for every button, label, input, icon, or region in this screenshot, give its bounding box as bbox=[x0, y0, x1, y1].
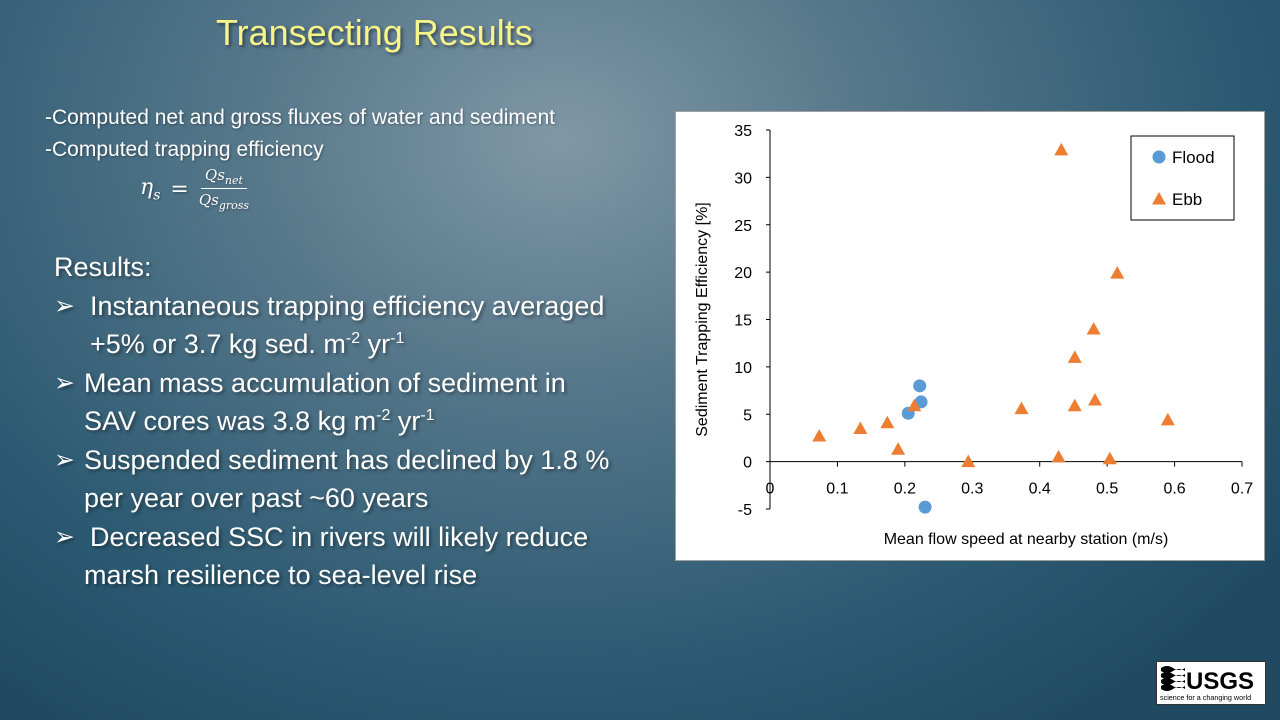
ebb-point bbox=[1014, 401, 1029, 415]
ebb-point bbox=[891, 442, 906, 455]
usgs-logo-mark: USGS science for a changing world bbox=[1160, 666, 1254, 702]
flood-point bbox=[913, 379, 927, 393]
result-item: ➢ Mean mass accumulation of sediment in … bbox=[54, 364, 609, 441]
x-tick-label: 0.7 bbox=[1231, 481, 1253, 498]
slide-title: Transecting Results bbox=[216, 12, 533, 53]
ebb-point bbox=[1067, 398, 1082, 412]
x-tick-label: 0.6 bbox=[1163, 481, 1185, 498]
flood-point bbox=[918, 500, 932, 514]
ebb-point bbox=[1086, 321, 1101, 335]
legend-marker-ebb bbox=[1152, 192, 1166, 205]
scatter-chart: -5 0 5 10 15 20 25 30 35 0 0.1 0.2 0.3 0.4 0.5 0.6 0.7 Me… bbox=[675, 111, 1265, 561]
ebb-point bbox=[1054, 142, 1069, 156]
y-tick-label: 0 bbox=[743, 455, 752, 472]
usgs-logo-tagline: science for a changing world bbox=[1160, 693, 1251, 702]
ebb-point bbox=[1102, 451, 1117, 465]
intro-list: -Computed net and gross fluxes of water … bbox=[45, 102, 555, 166]
ebb-point bbox=[812, 429, 827, 442]
x-tick-label: 0.3 bbox=[961, 481, 983, 498]
legend-label-flood: Flood bbox=[1172, 148, 1215, 167]
x-tick-label: 0.5 bbox=[1096, 481, 1118, 498]
ebb-point bbox=[1160, 412, 1175, 426]
result-item: ➢ Instantaneous trapping efficiency aver… bbox=[54, 287, 609, 364]
y-tick-label: 5 bbox=[743, 407, 752, 424]
ebb-point bbox=[1051, 449, 1066, 463]
formula-denominator: Qsgross bbox=[198, 191, 250, 212]
results-list: Results: ➢ Instantaneous trapping effici… bbox=[54, 248, 609, 595]
y-tick-label: 30 bbox=[734, 170, 752, 187]
ebb-point bbox=[1088, 393, 1103, 406]
y-tick-label: 35 bbox=[734, 123, 752, 140]
trapping-efficiency-formula: ηs = Qsnet Qsgross bbox=[140, 166, 249, 212]
intro-item: -Computed net and gross fluxes of water … bbox=[45, 106, 556, 129]
y-axis-title: Sediment Trapping Efficiency [%] bbox=[694, 202, 711, 437]
x-tick-label: 0.1 bbox=[826, 481, 848, 498]
legend-marker-flood bbox=[1152, 150, 1166, 164]
ebb-point bbox=[961, 454, 976, 468]
intro-item: -Computed trapping efficiency bbox=[45, 138, 324, 161]
x-tick-label: 0.2 bbox=[894, 481, 916, 498]
formula-numerator: Qsnet bbox=[200, 166, 247, 189]
ebb-point bbox=[880, 415, 895, 429]
result-item: ➢ Suspended sediment has declined by 1.8… bbox=[54, 441, 609, 518]
formula-lhs: ηs bbox=[140, 174, 161, 204]
y-tick-label: 20 bbox=[734, 265, 752, 282]
arrow-bullet-icon: ➢ bbox=[54, 367, 75, 397]
y-tick-label: -5 bbox=[738, 502, 752, 519]
result-item: ➢ Decreased SSC in rivers will likely re… bbox=[54, 518, 609, 595]
y-tick-label: 25 bbox=[734, 218, 752, 235]
x-tick-label: 0.4 bbox=[1029, 481, 1051, 498]
ebb-point bbox=[853, 421, 868, 434]
results-header: Results: bbox=[54, 252, 152, 282]
y-tick-label: 10 bbox=[734, 360, 752, 377]
formula-equals: = bbox=[170, 176, 189, 202]
ebb-point bbox=[1110, 266, 1125, 279]
usgs-logo: USGS science for a changing world bbox=[1156, 661, 1266, 705]
usgs-logo-text: USGS bbox=[1186, 668, 1254, 695]
arrow-bullet-icon: ➢ bbox=[54, 444, 75, 474]
formula-fraction: Qsnet Qsgross bbox=[199, 166, 249, 212]
ebb-point bbox=[907, 398, 922, 412]
arrow-bullet-icon: ➢ bbox=[54, 290, 75, 320]
legend-box bbox=[1130, 135, 1235, 221]
ebb-point bbox=[1067, 350, 1082, 363]
chart-canvas: -5 0 5 10 15 20 25 30 35 0 0.1 0.2 0.3 0.4 0.5 0.6 0.7 Me… bbox=[694, 123, 1253, 548]
y-tick-label: 15 bbox=[734, 313, 752, 330]
legend-label-ebb: Ebb bbox=[1172, 190, 1202, 209]
x-axis-title: Mean flow speed at nearby station (m/s) bbox=[884, 531, 1169, 548]
x-tick-label: 0 bbox=[766, 481, 775, 498]
arrow-bullet-icon: ➢ bbox=[54, 521, 75, 551]
